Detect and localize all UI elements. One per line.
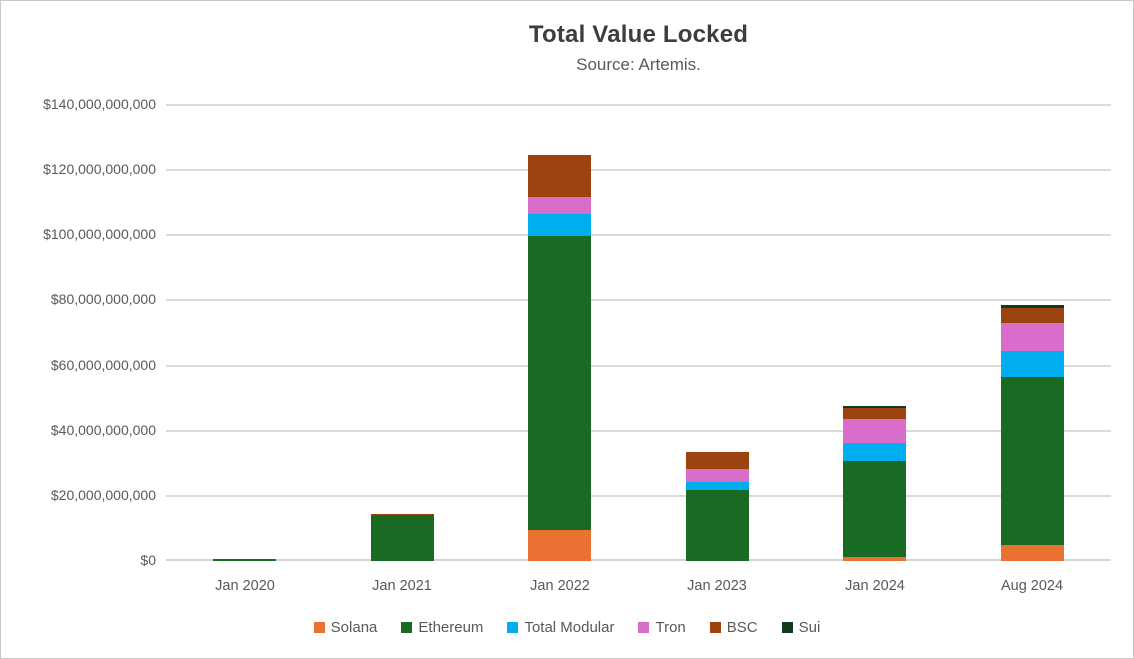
- gridline: [166, 299, 1111, 301]
- legend-item-sui[interactable]: Sui: [781, 619, 821, 636]
- legend-swatch-icon: [709, 622, 721, 633]
- bar-segment-sui-aug-2024[interactable]: [1001, 304, 1064, 308]
- gridline: [166, 234, 1111, 236]
- legend-label: Tron: [655, 619, 686, 636]
- bar-segment-solana-jan-2024[interactable]: [843, 556, 906, 561]
- bar-aug-2024: [1001, 304, 1064, 561]
- legend-label: BSC: [726, 619, 758, 636]
- y-axis-tick-label: $120,000,000,000: [43, 161, 156, 178]
- x-axis-tick-label: Jan 2022: [530, 578, 590, 594]
- y-axis-tick-label: $40,000,000,000: [50, 421, 156, 438]
- bar-jan-2024: [843, 405, 906, 561]
- plot-area: [166, 104, 1111, 561]
- x-axis-tick-label: Aug 2024: [1000, 578, 1064, 594]
- legend: Solana Ethereum Total Modular Tron BSC Sui: [1, 619, 1133, 636]
- chart-title: Total Value Locked: [528, 21, 749, 48]
- legend-swatch-icon: [401, 622, 413, 633]
- gridline: [166, 430, 1111, 432]
- legend-item-bsc[interactable]: BSC: [709, 619, 758, 636]
- bar-jan-2022: [528, 154, 591, 561]
- bar-segment-tron-jan-2022[interactable]: [528, 197, 591, 214]
- x-axis-baseline: [166, 559, 1111, 561]
- y-axis-tick-label: $0: [140, 552, 156, 568]
- legend-label: Total Modular: [524, 619, 615, 636]
- legend-swatch-icon: [507, 622, 519, 633]
- y-axis-tick-label: $140,000,000,000: [43, 96, 156, 112]
- legend-swatch-icon: [313, 622, 325, 633]
- bar-segment-solana-aug-2024[interactable]: [1001, 545, 1064, 561]
- x-axis-tick-label: Jan 2020: [215, 578, 275, 594]
- bar-segment-ethereum-jan-2024[interactable]: [843, 460, 906, 557]
- bar-segment-bsc-jan-2022[interactable]: [528, 154, 591, 198]
- y-axis-tick-label: $20,000,000,000: [50, 486, 156, 503]
- chart-header: Total Value Locked Source: Artemis.: [166, 21, 1111, 75]
- bar-segment-bsc-aug-2024[interactable]: [1001, 307, 1064, 323]
- x-axis-tick-label: Jan 2023: [687, 578, 747, 594]
- legend-label: Solana: [330, 619, 378, 636]
- bar-segment-ethereum-aug-2024[interactable]: [1001, 377, 1064, 545]
- legend-label: Ethereum: [418, 619, 484, 636]
- x-axis-tick-label: Jan 2024: [845, 578, 905, 594]
- bar-segment-tron-aug-2024[interactable]: [1001, 322, 1064, 352]
- bar-segment-ethereum-jan-2023[interactable]: [686, 490, 749, 561]
- legend-swatch-icon: [638, 622, 650, 633]
- bar-jan-2021: [371, 513, 434, 561]
- legend-item-solana[interactable]: Solana: [313, 619, 378, 636]
- y-axis-tick-label: $100,000,000,000: [43, 226, 156, 243]
- legend-item-ethereum[interactable]: Ethereum: [401, 619, 483, 636]
- legend-swatch-icon: [781, 622, 793, 633]
- bar-segment-ethereum-jan-2022[interactable]: [528, 235, 591, 531]
- bar-segment-total-modular-jan-2024[interactable]: [843, 443, 906, 461]
- bar-segment-bsc-jan-2021[interactable]: [371, 513, 434, 515]
- legend-item-tron[interactable]: Tron: [638, 619, 686, 636]
- y-axis-tick-label: $60,000,000,000: [50, 356, 156, 373]
- bar-segment-total-modular-jan-2022[interactable]: [528, 213, 591, 236]
- x-axis-tick-label: Jan 2021: [372, 578, 432, 594]
- bar-segment-tron-jan-2023[interactable]: [686, 468, 749, 482]
- gridline: [166, 365, 1111, 367]
- bar-segment-bsc-jan-2023[interactable]: [686, 452, 749, 469]
- bar-jan-2020: [213, 559, 276, 561]
- y-axis-tick-label: $80,000,000,000: [50, 291, 156, 308]
- bar-segment-solana-jan-2022[interactable]: [528, 530, 591, 561]
- bar-segment-tron-jan-2024[interactable]: [843, 419, 906, 444]
- bar-segment-bsc-jan-2024[interactable]: [843, 407, 906, 420]
- bar-jan-2023: [686, 452, 749, 561]
- legend-label: Sui: [798, 619, 821, 636]
- bar-segment-sui-jan-2024[interactable]: [843, 405, 906, 408]
- bar-segment-total-modular-jan-2023[interactable]: [686, 481, 749, 491]
- gridline: [166, 104, 1111, 106]
- bar-segment-ethereum-jan-2020[interactable]: [213, 559, 276, 561]
- bar-segment-ethereum-jan-2021[interactable]: [371, 514, 434, 561]
- chart-subtitle: Source: Artemis.: [576, 55, 701, 74]
- bar-segment-total-modular-aug-2024[interactable]: [1001, 351, 1064, 378]
- gridline: [166, 495, 1111, 497]
- gridline: [166, 169, 1111, 171]
- legend-item-total-modular[interactable]: Total Modular: [507, 619, 614, 636]
